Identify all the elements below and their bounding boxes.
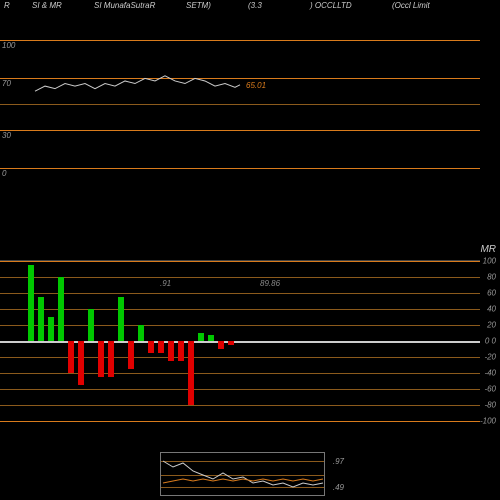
mr-bar xyxy=(88,309,94,341)
mr-title: MR xyxy=(480,244,496,255)
hdr-2: SI MunafaSutraR xyxy=(94,1,184,13)
mr-bar xyxy=(28,265,34,341)
axis-label: -100 xyxy=(480,417,496,426)
rsi-value: 65.01 xyxy=(246,81,266,90)
mr-bar xyxy=(228,341,234,345)
axis-label: 60 xyxy=(487,289,496,298)
axis-label: 0 xyxy=(2,169,6,178)
mr-bar xyxy=(58,277,64,341)
value-label: .91 xyxy=(160,279,171,288)
hdr-1: SI & MR xyxy=(32,1,92,13)
mr-bar xyxy=(108,341,114,377)
mr-bar xyxy=(218,341,224,349)
mini-label: .97 xyxy=(333,457,344,466)
mr-bar xyxy=(98,341,104,377)
mini-panel: .97.49 xyxy=(160,452,325,496)
mr-bar xyxy=(148,341,154,353)
rsi-panel: 1007030065.01 xyxy=(0,40,480,168)
hdr-6: (Occl Limit xyxy=(392,1,462,13)
chart-header: R SI & MR SI MunafaSutraR SETM) (3.3 ) O… xyxy=(0,0,500,14)
mini-label: .49 xyxy=(333,483,344,492)
hdr-3: SETM) xyxy=(186,1,246,13)
axis-label: -60 xyxy=(484,385,496,394)
hdr-4: (3.3 xyxy=(248,1,308,13)
mr-bar xyxy=(48,317,54,341)
axis-label: 40 xyxy=(487,305,496,314)
mr-bar xyxy=(138,325,144,341)
mr-panel: 100806040200 0-20-40-60-80-100.9189.86 xyxy=(0,260,480,420)
hdr-5: ) OCCLLTD xyxy=(310,1,390,13)
axis-label: -80 xyxy=(484,401,496,410)
axis-label: -40 xyxy=(484,369,496,378)
mr-bar xyxy=(188,341,194,405)
mr-bar xyxy=(208,335,214,341)
mr-bar xyxy=(198,333,204,341)
axis-label: -20 xyxy=(484,353,496,362)
axis-label: 0 0 xyxy=(485,337,496,346)
value-label: 89.86 xyxy=(260,279,280,288)
hdr-0: R xyxy=(4,1,30,13)
mr-bar xyxy=(158,341,164,353)
mr-bar xyxy=(178,341,184,361)
axis-label: 80 xyxy=(487,273,496,282)
mr-bar xyxy=(38,297,44,341)
mr-bar xyxy=(168,341,174,361)
mr-bar xyxy=(78,341,84,385)
mr-bar xyxy=(128,341,134,369)
mr-bar xyxy=(68,341,74,373)
mr-bar xyxy=(118,297,124,341)
axis-label: 100 xyxy=(483,257,496,266)
axis-label: 20 xyxy=(487,321,496,330)
